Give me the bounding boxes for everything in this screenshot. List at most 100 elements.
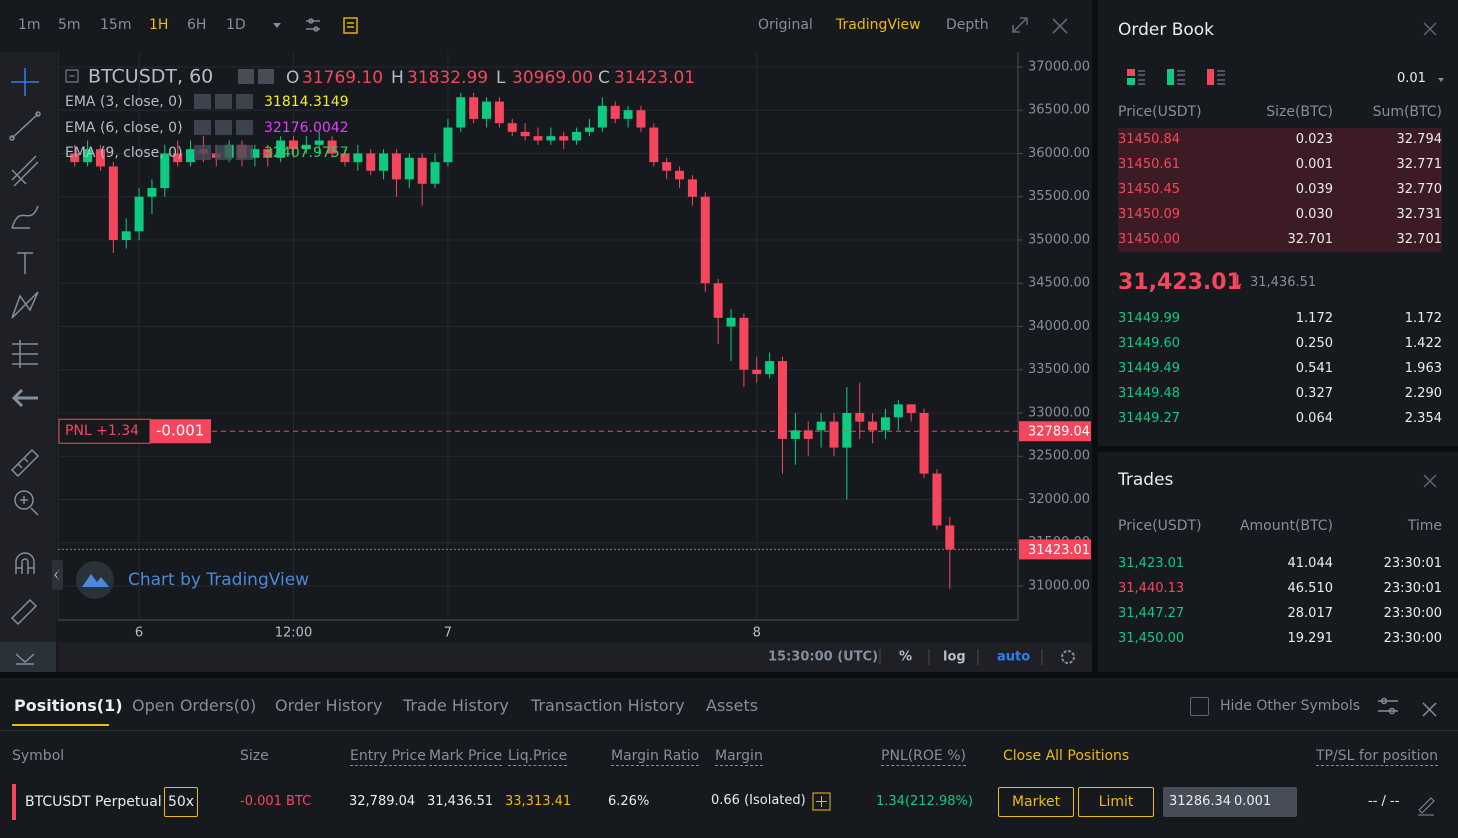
cell: 2.290 [1404, 386, 1442, 401]
candle-body [417, 157, 427, 184]
indicator-name: EMA (6, close, 0) [65, 120, 183, 136]
column-header: Sum(BTC) [1372, 104, 1442, 120]
cell: 0.039 [1295, 182, 1333, 197]
tab[interactable]: Assets [706, 696, 759, 715]
candle-body [186, 149, 196, 163]
candle-body [803, 430, 813, 439]
candle-body [314, 140, 324, 145]
tab[interactable]: Trade History [403, 696, 509, 715]
interval-button[interactable]: 15m [100, 17, 132, 33]
footer-option[interactable]: auto [997, 650, 1030, 665]
close-icon[interactable] [1098, 452, 1458, 502]
chart-footer [58, 643, 1092, 672]
candle-body [108, 166, 118, 240]
column-header: Price(USDT) [1118, 518, 1202, 534]
collapse-box [65, 69, 79, 83]
candle-body [842, 412, 852, 448]
column-header: Size(BTC) [1266, 104, 1333, 120]
indicator-value: 32407.9757 [264, 145, 349, 161]
liq-price: 33,313.41 [505, 794, 572, 809]
precision-select[interactable]: 0.01 [1397, 71, 1426, 86]
candle-body [584, 127, 594, 132]
indicator-icon [236, 145, 253, 160]
ohlc-value: 31423.01 [614, 68, 695, 88]
price-label: 32789.04 [1028, 425, 1090, 440]
tab[interactable]: Order History [275, 696, 383, 715]
y-tick-label: 32000.00 [1028, 492, 1090, 507]
candle-body [520, 131, 530, 137]
legend-icon [258, 69, 274, 84]
cell: 32.731 [1396, 207, 1443, 222]
candle-body [366, 153, 376, 171]
cell: 31449.60 [1118, 336, 1181, 351]
cell: 0.250 [1295, 336, 1333, 351]
candle-body [765, 361, 775, 375]
toolbar-collapse[interactable] [0, 642, 56, 672]
col-pnl: PNL(ROE %) [881, 748, 966, 766]
view-button[interactable]: Depth [946, 17, 989, 33]
toolbar-icons [273, 17, 1068, 34]
candle-body [752, 369, 762, 375]
mark-price: 31,436.51 [1250, 275, 1317, 290]
candle-body [726, 317, 736, 327]
cell: 0.064 [1295, 411, 1333, 426]
y-tick-label: 32500.00 [1028, 449, 1090, 464]
candle-body [160, 153, 170, 189]
candle-body [301, 144, 311, 150]
candle-body [713, 283, 723, 318]
indicator-icon [194, 145, 211, 160]
candle-body [572, 131, 582, 141]
view-button[interactable]: TradingView [836, 17, 921, 33]
interval-button[interactable]: 1m [18, 17, 41, 33]
x-tick-label: 7 [444, 626, 452, 641]
market-button[interactable]: Market [998, 787, 1074, 817]
col-entry: Entry Price [350, 748, 426, 766]
price-label-box [1019, 421, 1091, 442]
col-size: Size [240, 748, 269, 764]
active-tab-underline [12, 724, 109, 726]
cell: 2.354 [1404, 411, 1442, 426]
interval-button[interactable]: 6H [187, 17, 207, 33]
hide-checkbox[interactable] [1190, 697, 1209, 716]
interval-button[interactable]: 1D [226, 17, 246, 33]
col-margin: Margin [715, 748, 763, 766]
footer-option[interactable]: log [943, 650, 966, 665]
y-tick-label: 33000.00 [1028, 405, 1090, 420]
cell: 32.701 [1287, 232, 1334, 247]
cell: 0.327 [1295, 386, 1333, 401]
tab[interactable]: Open Orders(0) [132, 696, 257, 715]
drawing-toolbar [0, 52, 56, 672]
tab[interactable]: Positions(1) [14, 696, 123, 715]
candle-body [610, 105, 620, 119]
qty-input[interactable]: 0.001 [1234, 794, 1272, 809]
candle-body [546, 136, 556, 141]
interval-button[interactable]: 5m [58, 17, 81, 33]
candle-body [430, 162, 440, 184]
footer-option[interactable]: % [899, 650, 912, 665]
interval-button[interactable]: 1H [149, 17, 169, 33]
price-label: 31423.01 [1028, 543, 1090, 558]
price-input[interactable]: 31286.34 [1169, 794, 1231, 809]
limit-button[interactable]: Limit [1078, 787, 1154, 817]
indicator-icon [236, 94, 253, 109]
close-all[interactable]: Close All Positions [1003, 748, 1130, 764]
close-input[interactable]: 31286.34 0.001 [1163, 787, 1297, 817]
cell: 31450.09 [1118, 207, 1181, 222]
layout-buttons[interactable] [1127, 69, 1225, 85]
cell: 32.770 [1396, 182, 1443, 197]
column-header: Price(USDT) [1118, 104, 1202, 120]
entry-price: 32,789.04 [349, 794, 416, 809]
tab[interactable]: Transaction History [531, 696, 685, 715]
indicator-icon [215, 94, 232, 109]
size: -0.001 BTC [240, 794, 312, 809]
cell: 0.541 [1295, 361, 1333, 376]
leverage[interactable]: 50x [164, 787, 198, 817]
drawing-tools[interactable] [9, 68, 41, 626]
view-button[interactable]: Original [758, 17, 813, 33]
trade-price: 31,450.00 [1118, 631, 1185, 646]
cell: 0.030 [1295, 207, 1333, 222]
trade-time: 23:30:01 [1383, 556, 1442, 571]
candle-body [147, 188, 157, 197]
candle-body [893, 404, 903, 418]
cell: 32.794 [1396, 132, 1443, 147]
